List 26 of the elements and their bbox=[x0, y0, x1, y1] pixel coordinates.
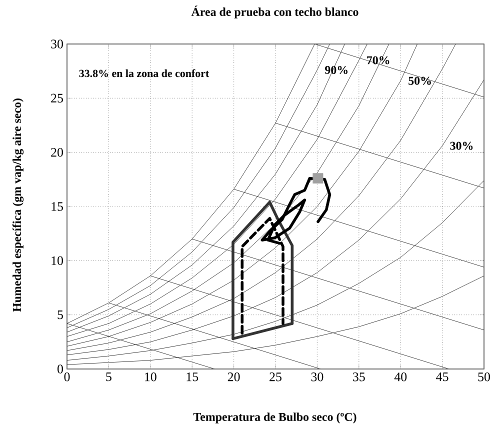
x-tick-label: 40 bbox=[394, 372, 407, 382]
y-tick-label: 25 bbox=[51, 94, 63, 103]
y-tick-label: 15 bbox=[52, 202, 63, 211]
annotation: 50% bbox=[408, 76, 431, 85]
x-tick-label: 10 bbox=[145, 372, 156, 382]
chart-title: Área de prueba con techo blanco bbox=[191, 6, 358, 18]
y-tick-label: 10 bbox=[52, 256, 63, 266]
x-tick-label: 25 bbox=[270, 372, 282, 382]
x-tick-label: 15 bbox=[186, 372, 198, 382]
y-tick-label: 30 bbox=[51, 40, 63, 48]
annotation: 70% bbox=[367, 56, 390, 64]
annotation: 33.8% en la zona de confort bbox=[79, 69, 210, 78]
y-tick-label: 20 bbox=[51, 148, 63, 157]
y-axis-title: Humedad específica (gm vap/kg aire seco) bbox=[12, 98, 24, 312]
x-axis-title: Temperatura de Bulbo seco (ºC) bbox=[193, 412, 356, 424]
x-tick-label: 45 bbox=[436, 372, 448, 382]
x-tick-label: 20 bbox=[228, 372, 240, 382]
x-tick-label: 50 bbox=[478, 372, 490, 382]
annotation: 30% bbox=[450, 142, 473, 150]
x-tick-label: 30 bbox=[311, 372, 324, 382]
y-tick-label: 0 bbox=[58, 364, 63, 374]
x-tick-label: 0 bbox=[64, 372, 70, 382]
x-tick-label: 35 bbox=[353, 372, 365, 382]
x-tick-label: 5 bbox=[106, 372, 112, 382]
annotation: 90% bbox=[325, 66, 348, 74]
y-tick-label: 5 bbox=[58, 310, 63, 320]
